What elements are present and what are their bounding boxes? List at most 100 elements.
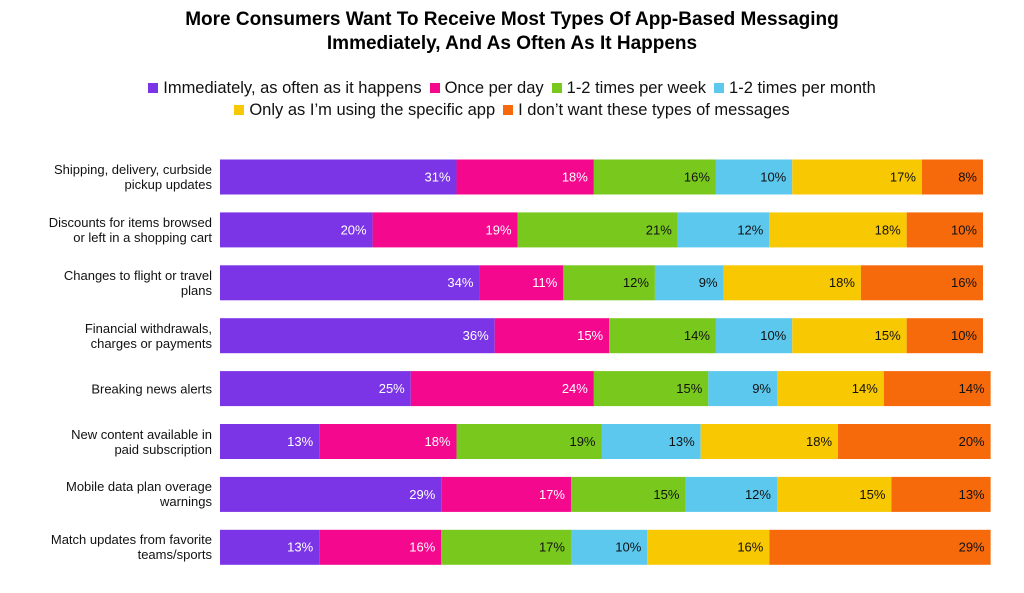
category-label: New content available in paid subscripti… [71,426,212,457]
value-label: 15% [676,381,702,396]
value-label: 36% [463,328,489,343]
value-label: 17% [890,169,916,184]
bar-segment [220,318,495,354]
bar-segment [609,318,716,354]
value-label: 10% [760,328,786,343]
bar-segment [563,265,655,301]
bar-segment [220,265,480,301]
bar-segment [776,476,892,512]
bar-segment [410,371,594,407]
value-label: 10% [951,328,977,343]
bar-segment [860,265,983,301]
value-label: 24% [562,381,588,396]
value-label: 16% [737,540,763,555]
bar-segment [456,424,602,459]
legend-label: 1-2 times per month [729,79,876,97]
bar-segment [883,371,991,407]
category-label: Shipping, delivery, curbside pickup upda… [53,162,212,192]
bar-segment [769,212,907,248]
bar-segment [220,159,457,195]
value-label: 20% [959,434,985,449]
value-label: 10% [615,540,641,555]
bar-segment [570,529,648,565]
value-label: 34% [447,275,473,290]
legend-label: Once per day [444,79,544,97]
bar-segment [906,212,983,248]
value-label: 29% [409,487,435,502]
legend-swatch [234,105,245,115]
chart-title: More Consumers Want To Receive Most Type… [185,9,839,54]
bar-segment [494,318,610,354]
bar-segment [715,159,793,195]
value-label: 16% [409,540,435,555]
category-label: Match updates from favorite teams/sports [50,532,212,563]
bar-segment [517,212,678,248]
bar-segment [838,424,991,459]
value-label: 12% [745,487,771,502]
value-label: 18% [424,434,450,449]
legend-item: 1-2 times per month [714,77,876,99]
value-label: 13% [287,540,313,555]
legend-swatch [503,105,514,115]
bar-segment [220,212,373,248]
bar-segment [456,159,594,195]
value-label: 31% [424,169,450,184]
bar-segment [792,318,907,354]
legend-label: Only as I’m using the specific app [249,101,496,119]
value-label: 15% [859,487,885,502]
bar-segment [685,476,777,512]
bar-segment [715,318,793,354]
value-label: 11% [532,275,557,290]
legend-item: 1-2 times per week [551,77,707,99]
category-label: Mobile data plan overage warnings [66,479,212,510]
value-label: 12% [623,275,649,290]
legend-item: Once per day [429,77,544,99]
category-label: Changes to flight or travel plans [63,267,212,298]
value-label: 9% [752,381,771,396]
value-label: 21% [646,222,672,237]
value-label: 17% [539,487,565,502]
category-label: Discounts for items browsed or left in a… [48,214,212,245]
bar-segment [441,529,571,565]
value-label: 19% [486,222,512,237]
value-label: 18% [562,169,588,184]
bar-segment [677,212,770,248]
value-label: 25% [379,381,405,396]
bar-segment [708,371,777,407]
legend-label: I don’t want these types of messages [518,101,790,119]
value-label: 13% [669,434,695,449]
value-label: 12% [737,222,763,237]
value-label: 15% [875,328,901,343]
value-label: 16% [951,275,977,290]
bar-segment [906,318,983,354]
value-label: 19% [569,434,595,449]
bar-segment [776,371,884,407]
value-label: 17% [539,540,565,555]
legend-swatch [148,83,159,93]
legend-item: Immediately, as often as it happens [148,77,422,99]
bar-segment [769,529,991,565]
bar-segment [220,371,411,407]
bar-segment [319,529,442,565]
bar-segment [921,159,983,195]
value-label: 15% [577,328,603,343]
value-label: 9% [699,275,718,290]
value-label: 14% [852,381,878,396]
bar-segment [220,476,442,512]
value-label: 18% [875,222,901,237]
value-label: 15% [653,487,679,502]
value-label: 10% [760,169,786,184]
bar-segment [647,529,770,565]
value-label: 16% [684,169,710,184]
value-label: 13% [959,487,985,502]
legend-item: Only as I’m using the specific app [234,99,495,121]
legend: Immediately, as often as it happens Once … [92,77,932,121]
value-label: 14% [684,328,710,343]
value-label: 29% [959,540,985,555]
category-label: Breaking news alerts [91,381,212,397]
bar-segment [723,265,861,301]
legend-label: Immediately, as often as it happens [163,79,422,97]
bar-segment [792,159,922,195]
value-label: 18% [806,434,832,449]
legend-label: 1-2 times per week [566,79,707,97]
